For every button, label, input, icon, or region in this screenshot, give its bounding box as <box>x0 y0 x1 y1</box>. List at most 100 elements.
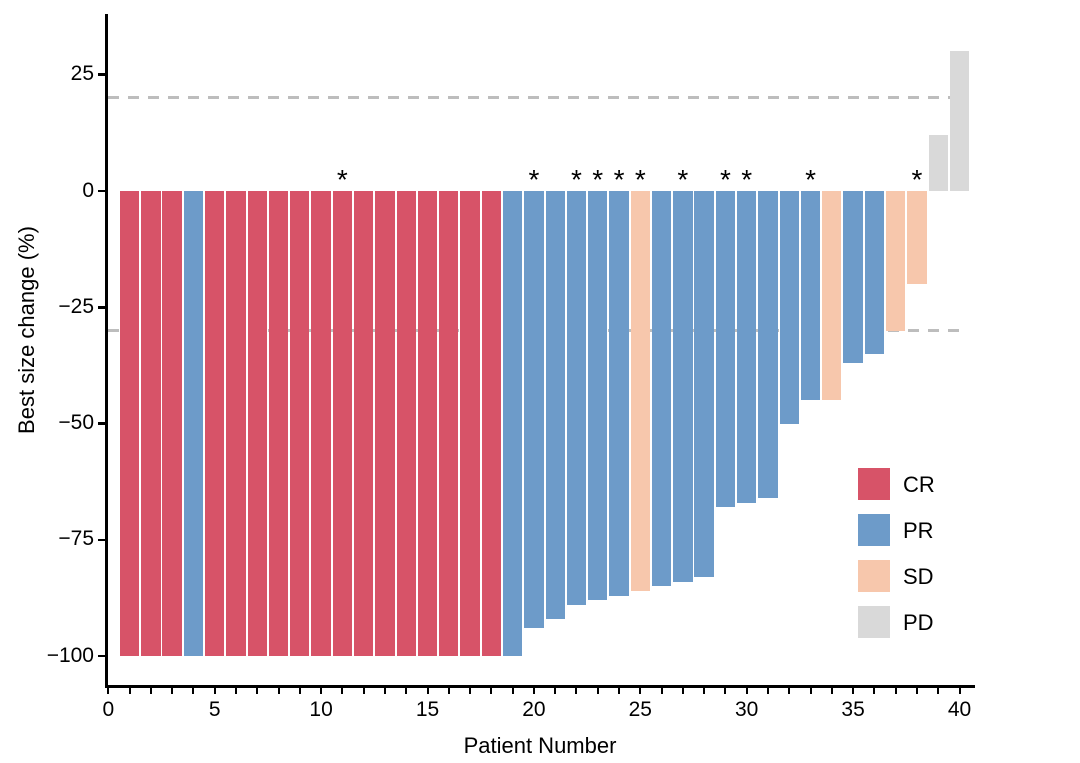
bar-patient-39 <box>928 135 948 191</box>
bar-patient-20 <box>524 191 544 629</box>
legend-item-PD: PD <box>858 606 998 638</box>
y-tick--25 <box>98 306 105 309</box>
bar-patient-25 <box>630 191 650 592</box>
bar-patient-29 <box>715 191 736 508</box>
significance-asterisk-patient-38: * <box>911 164 923 195</box>
bar-patient-22 <box>566 191 587 606</box>
bar-patient-10 <box>311 191 331 657</box>
x-tick-6 <box>234 688 237 694</box>
x-tick-34 <box>830 688 833 694</box>
legend-item-CR: CR <box>858 468 998 500</box>
x-tick-39 <box>937 688 940 694</box>
x-tick-label-35: 35 <box>841 698 865 721</box>
significance-asterisk-patient-25: * <box>634 164 646 195</box>
bar-patient-3 <box>162 191 182 657</box>
x-tick-label-15: 15 <box>415 698 440 721</box>
significance-asterisk-patient-24: * <box>613 164 625 195</box>
bar-patient-28 <box>694 191 714 578</box>
x-tick-7 <box>256 688 259 694</box>
x-tick-25 <box>639 688 642 694</box>
bar-patient-4 <box>183 191 204 657</box>
bar-patient-13 <box>375 191 395 657</box>
x-axis-line <box>105 685 975 688</box>
bar-patient-2 <box>141 191 161 657</box>
bar-patient-19 <box>502 191 523 657</box>
bar-patient-31 <box>758 191 778 499</box>
significance-asterisk-patient-27: * <box>677 164 689 195</box>
x-tick-40 <box>958 688 961 694</box>
x-tick-37 <box>894 688 897 694</box>
bar-patient-37 <box>886 191 906 331</box>
x-tick-21 <box>554 688 557 694</box>
x-tick-32 <box>788 688 791 694</box>
x-tick-label-10: 10 <box>309 698 333 721</box>
x-tick-label-5: 5 <box>208 698 221 721</box>
legend-swatch-CR <box>858 468 890 500</box>
x-tick-label-30: 30 <box>735 698 759 721</box>
x-tick-2 <box>149 688 152 694</box>
x-tick-11 <box>341 688 344 694</box>
x-tick-33 <box>809 688 812 694</box>
bar-patient-14 <box>396 191 416 657</box>
x-tick-label-25: 25 <box>628 698 652 721</box>
significance-asterisk-patient-20: * <box>528 164 540 195</box>
x-tick-36 <box>873 688 876 694</box>
bar-patient-24 <box>609 191 629 596</box>
y-tick-label-25: 25 <box>70 62 94 86</box>
x-tick-3 <box>171 688 174 694</box>
x-tick-13 <box>383 688 386 694</box>
y-tick-label--75: −75 <box>58 527 94 551</box>
x-tick-30 <box>745 688 748 694</box>
significance-asterisk-patient-29: * <box>719 164 731 195</box>
significance-asterisk-patient-22: * <box>571 164 582 195</box>
x-tick-label-0: 0 <box>102 698 115 721</box>
x-tick-10 <box>320 688 323 694</box>
x-tick-17 <box>469 688 472 694</box>
bar-patient-9 <box>290 191 310 657</box>
y-tick--50 <box>98 422 105 425</box>
significance-asterisk-patient-11: * <box>336 164 348 195</box>
y-axis-line <box>105 14 108 688</box>
bar-patient-26 <box>651 191 672 587</box>
bar-patient-18 <box>481 191 501 657</box>
legend-swatch-PD <box>858 606 890 638</box>
x-tick-38 <box>915 688 918 694</box>
y-tick-label--25: −25 <box>58 294 94 318</box>
x-tick-4 <box>192 688 195 694</box>
bar-patient-30 <box>737 191 757 503</box>
bar-patient-7 <box>247 191 267 657</box>
bar-patient-40 <box>949 51 970 191</box>
bar-patient-34 <box>822 191 842 401</box>
legend-swatch-PR <box>858 514 890 546</box>
y-tick-25 <box>98 73 105 76</box>
x-tick-26 <box>660 688 663 694</box>
x-tick-8 <box>277 688 280 694</box>
y-tick-label--100: −100 <box>46 643 94 667</box>
bar-patient-27 <box>673 191 693 582</box>
bar-patient-17 <box>460 191 480 657</box>
bar-patient-33 <box>800 191 821 401</box>
bar-patient-5 <box>205 191 225 657</box>
legend-label-SD: SD <box>903 564 934 589</box>
x-tick-19 <box>511 688 514 694</box>
x-tick-18 <box>490 688 493 694</box>
significance-asterisk-patient-33: * <box>805 164 816 195</box>
y-tick--75 <box>98 538 105 542</box>
x-tick-20 <box>532 688 535 694</box>
x-tick-24 <box>618 688 621 694</box>
bar-patient-16 <box>439 191 459 657</box>
bar-patient-36 <box>864 191 885 354</box>
bar-patient-6 <box>226 191 246 657</box>
bar-patient-15 <box>417 191 438 657</box>
x-tick-12 <box>362 688 365 694</box>
reference-line-upper <box>108 96 968 100</box>
x-tick-label-20: 20 <box>522 698 546 721</box>
y-tick-label-0: 0 <box>82 178 94 202</box>
bar-patient-12 <box>354 191 374 657</box>
x-tick-27 <box>681 688 684 694</box>
x-tick-5 <box>213 688 216 694</box>
x-axis-title: Patient Number <box>463 733 617 758</box>
